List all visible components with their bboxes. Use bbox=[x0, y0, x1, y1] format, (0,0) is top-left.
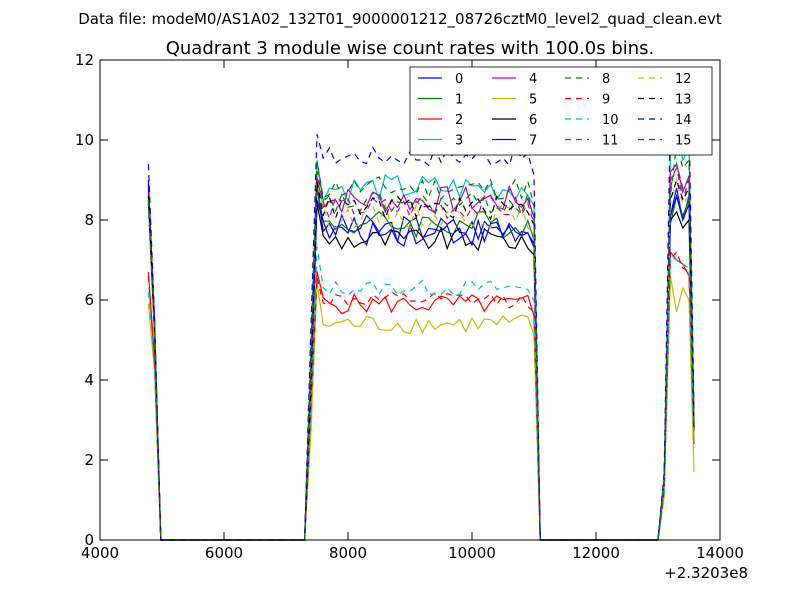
legend-label-7: 7 bbox=[529, 134, 537, 149]
legend-label-2: 2 bbox=[455, 113, 463, 128]
legend-label-6: 6 bbox=[529, 113, 537, 128]
x-tick-label: 6000 bbox=[205, 544, 243, 562]
legend-label-13: 13 bbox=[675, 93, 692, 108]
x-offset-label: +2.3203e8 bbox=[664, 564, 748, 582]
series-layer bbox=[147, 98, 695, 541]
x-tick-label: 14000 bbox=[696, 544, 744, 562]
series-line-0 bbox=[147, 179, 695, 541]
series-line-7 bbox=[147, 183, 695, 541]
y-tick-label: 2 bbox=[84, 451, 94, 469]
series-line-1 bbox=[147, 186, 695, 541]
legend-label-5: 5 bbox=[529, 93, 537, 108]
x-tick-label: 12000 bbox=[572, 544, 620, 562]
legend-label-8: 8 bbox=[602, 72, 610, 87]
series-line-14 bbox=[147, 98, 695, 541]
x-tick-label: 8000 bbox=[329, 544, 367, 562]
legend-label-14: 14 bbox=[675, 113, 692, 128]
legend-label-12: 12 bbox=[675, 72, 692, 87]
legend-label-3: 3 bbox=[455, 134, 463, 149]
legend-label-15: 15 bbox=[675, 134, 692, 149]
legend-label-0: 0 bbox=[455, 72, 463, 87]
series-line-13 bbox=[147, 177, 695, 541]
y-tick-label: 10 bbox=[75, 131, 94, 149]
y-tick-label: 6 bbox=[84, 291, 94, 309]
legend-label-11: 11 bbox=[602, 134, 619, 149]
y-tick-label: 12 bbox=[75, 51, 94, 69]
y-tick-label: 0 bbox=[84, 531, 94, 549]
chart-title: Quadrant 3 module wise count rates with … bbox=[166, 38, 655, 59]
chart-suptitle: Data file: modeM0/AS1A02_132T01_90000012… bbox=[78, 10, 722, 29]
series-line-6 bbox=[147, 202, 695, 541]
legend-label-4: 4 bbox=[529, 72, 537, 87]
x-tick-label: 4000 bbox=[81, 544, 119, 562]
legend-label-9: 9 bbox=[602, 93, 610, 108]
y-tick-label: 4 bbox=[84, 371, 94, 389]
legend-box bbox=[409, 66, 713, 156]
series-line-9 bbox=[147, 250, 695, 541]
legend-label-1: 1 bbox=[455, 93, 463, 108]
y-tick-label: 8 bbox=[84, 211, 94, 229]
series-line-10 bbox=[147, 246, 695, 541]
x-tick-label: 10000 bbox=[448, 544, 496, 562]
series-line-5 bbox=[147, 275, 695, 541]
legend-label-10: 10 bbox=[602, 113, 619, 128]
series-line-15 bbox=[147, 161, 695, 541]
